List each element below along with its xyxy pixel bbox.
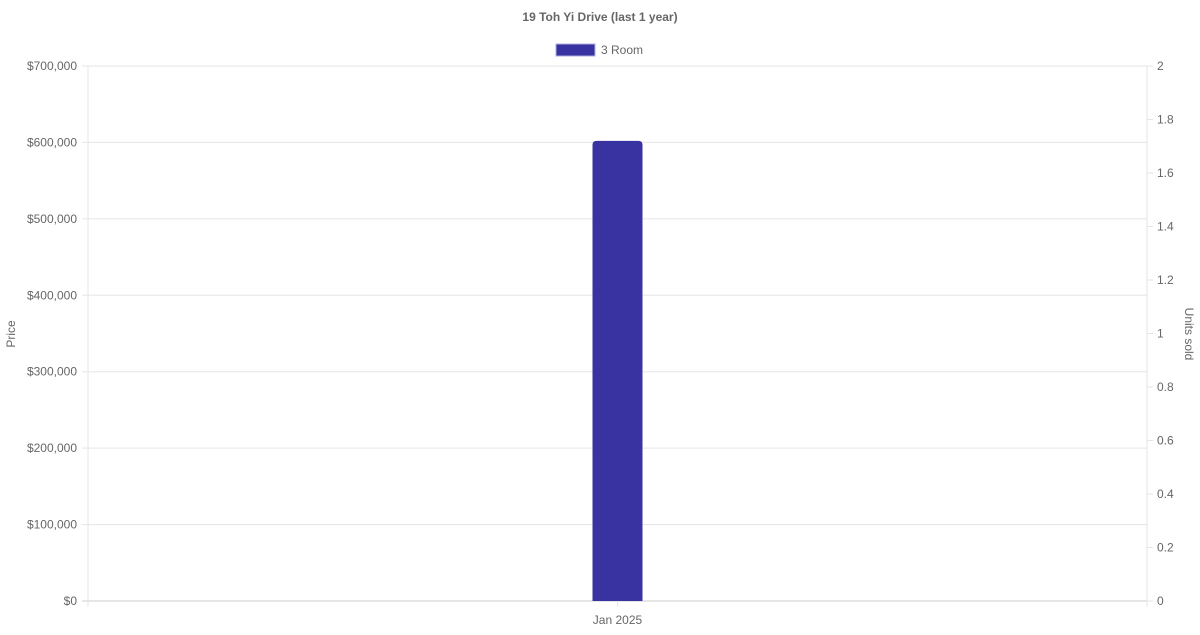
y2-tick-label: 0.6 [1157,434,1174,448]
y-tick-label: $500,000 [27,212,77,226]
bar[interactable] [592,140,643,601]
y2-tick-label: 0.4 [1157,487,1174,501]
x-tick-label: Jan 2025 [593,613,643,627]
y2-tick-label: 0.2 [1157,541,1174,555]
y2-tick-label: 1.2 [1157,273,1174,287]
y-axis-label: Price [4,320,18,348]
y-tick-label: $400,000 [27,288,77,302]
y2-tick-label: 1.8 [1157,113,1174,127]
y2-tick-label: 2 [1157,59,1164,73]
y-tick-label: $0 [64,594,78,608]
y2-tick-label: 0 [1157,594,1164,608]
y2-tick-label: 0.8 [1157,380,1174,394]
legend-label: 3 Room [601,43,643,57]
y-tick-label: $300,000 [27,365,77,379]
y-tick-label: $600,000 [27,135,77,149]
legend[interactable]: 3 Room [555,43,643,57]
y-tick-label: $700,000 [27,59,77,73]
legend-swatch [555,43,596,57]
chart-title: 19 Toh Yi Drive (last 1 year) [522,10,677,24]
y2-tick-label: 1 [1157,327,1164,341]
y-tick-label: $100,000 [27,518,77,532]
y-tick-label: $200,000 [27,441,77,455]
y2-tick-label: 1.4 [1157,220,1174,234]
y2-tick-label: 1.6 [1157,166,1174,180]
y2-axis-label: Units sold [1182,308,1196,361]
